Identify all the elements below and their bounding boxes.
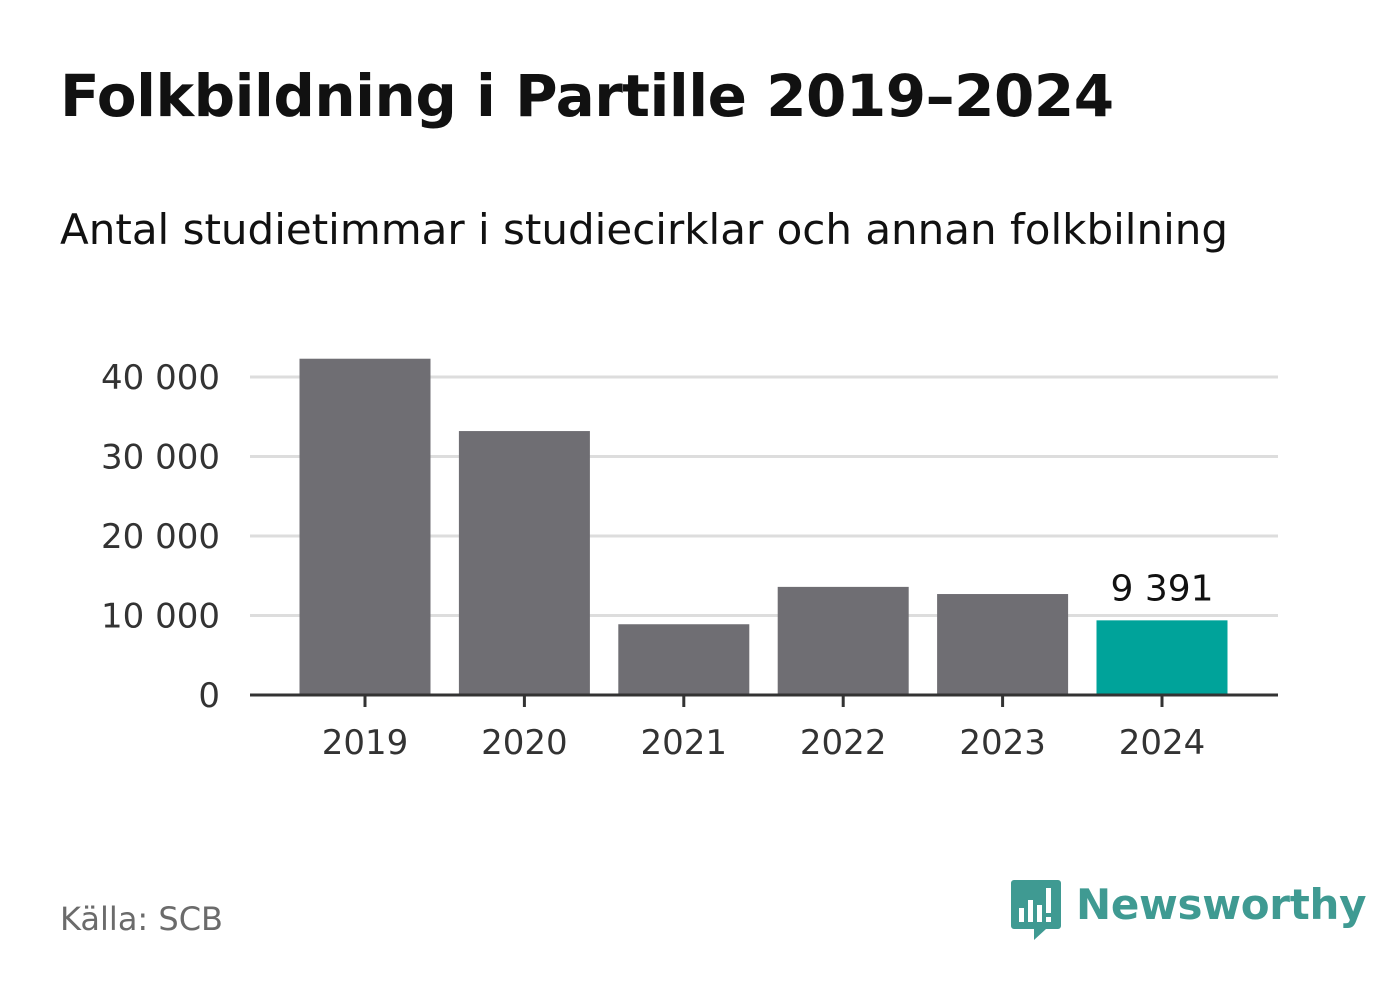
y-tick-labels: 0 10 000 20 000 30 000 40 000	[101, 358, 220, 716]
bar-2021	[618, 624, 750, 695]
x-tick-label: 2024	[1119, 723, 1206, 763]
bar-2023	[937, 594, 1069, 695]
x-tick-label: 2021	[641, 723, 728, 763]
bar-2019	[299, 358, 431, 695]
y-tick-label: 20 000	[101, 517, 220, 557]
x-tick-label: 2019	[322, 723, 409, 763]
bar-2022	[777, 586, 909, 695]
y-tick-label: 30 000	[101, 438, 220, 478]
source-note: Källa: SCB	[60, 900, 223, 938]
x-tick-label: 2023	[959, 723, 1046, 763]
brand-name: Newsworthy	[1076, 880, 1367, 929]
y-tick-label: 0	[198, 676, 220, 716]
data-labels: 9 391	[1110, 568, 1213, 609]
x-tick-label: 2022	[800, 723, 887, 763]
y-tick-label: 40 000	[101, 358, 220, 398]
newsworthy-logo-icon	[1011, 880, 1061, 940]
bars	[299, 358, 1228, 695]
brand-logo: Newsworthy	[1010, 878, 1366, 944]
y-tick-label: 10 000	[101, 597, 220, 637]
x-axis	[250, 693, 1278, 707]
data-label-2024: 9 391	[1110, 568, 1213, 609]
x-tick-labels: 2019 2020 2021 2022 2023 2024	[322, 723, 1206, 763]
bar-2020	[458, 431, 590, 695]
chart-title: Folkbildning i Partille 2019–2024	[60, 62, 1114, 130]
x-tick-label: 2020	[481, 723, 568, 763]
bar-2024	[1096, 620, 1228, 695]
chart-subtitle: Antal studietimmar i studiecirklar och a…	[60, 205, 1229, 254]
